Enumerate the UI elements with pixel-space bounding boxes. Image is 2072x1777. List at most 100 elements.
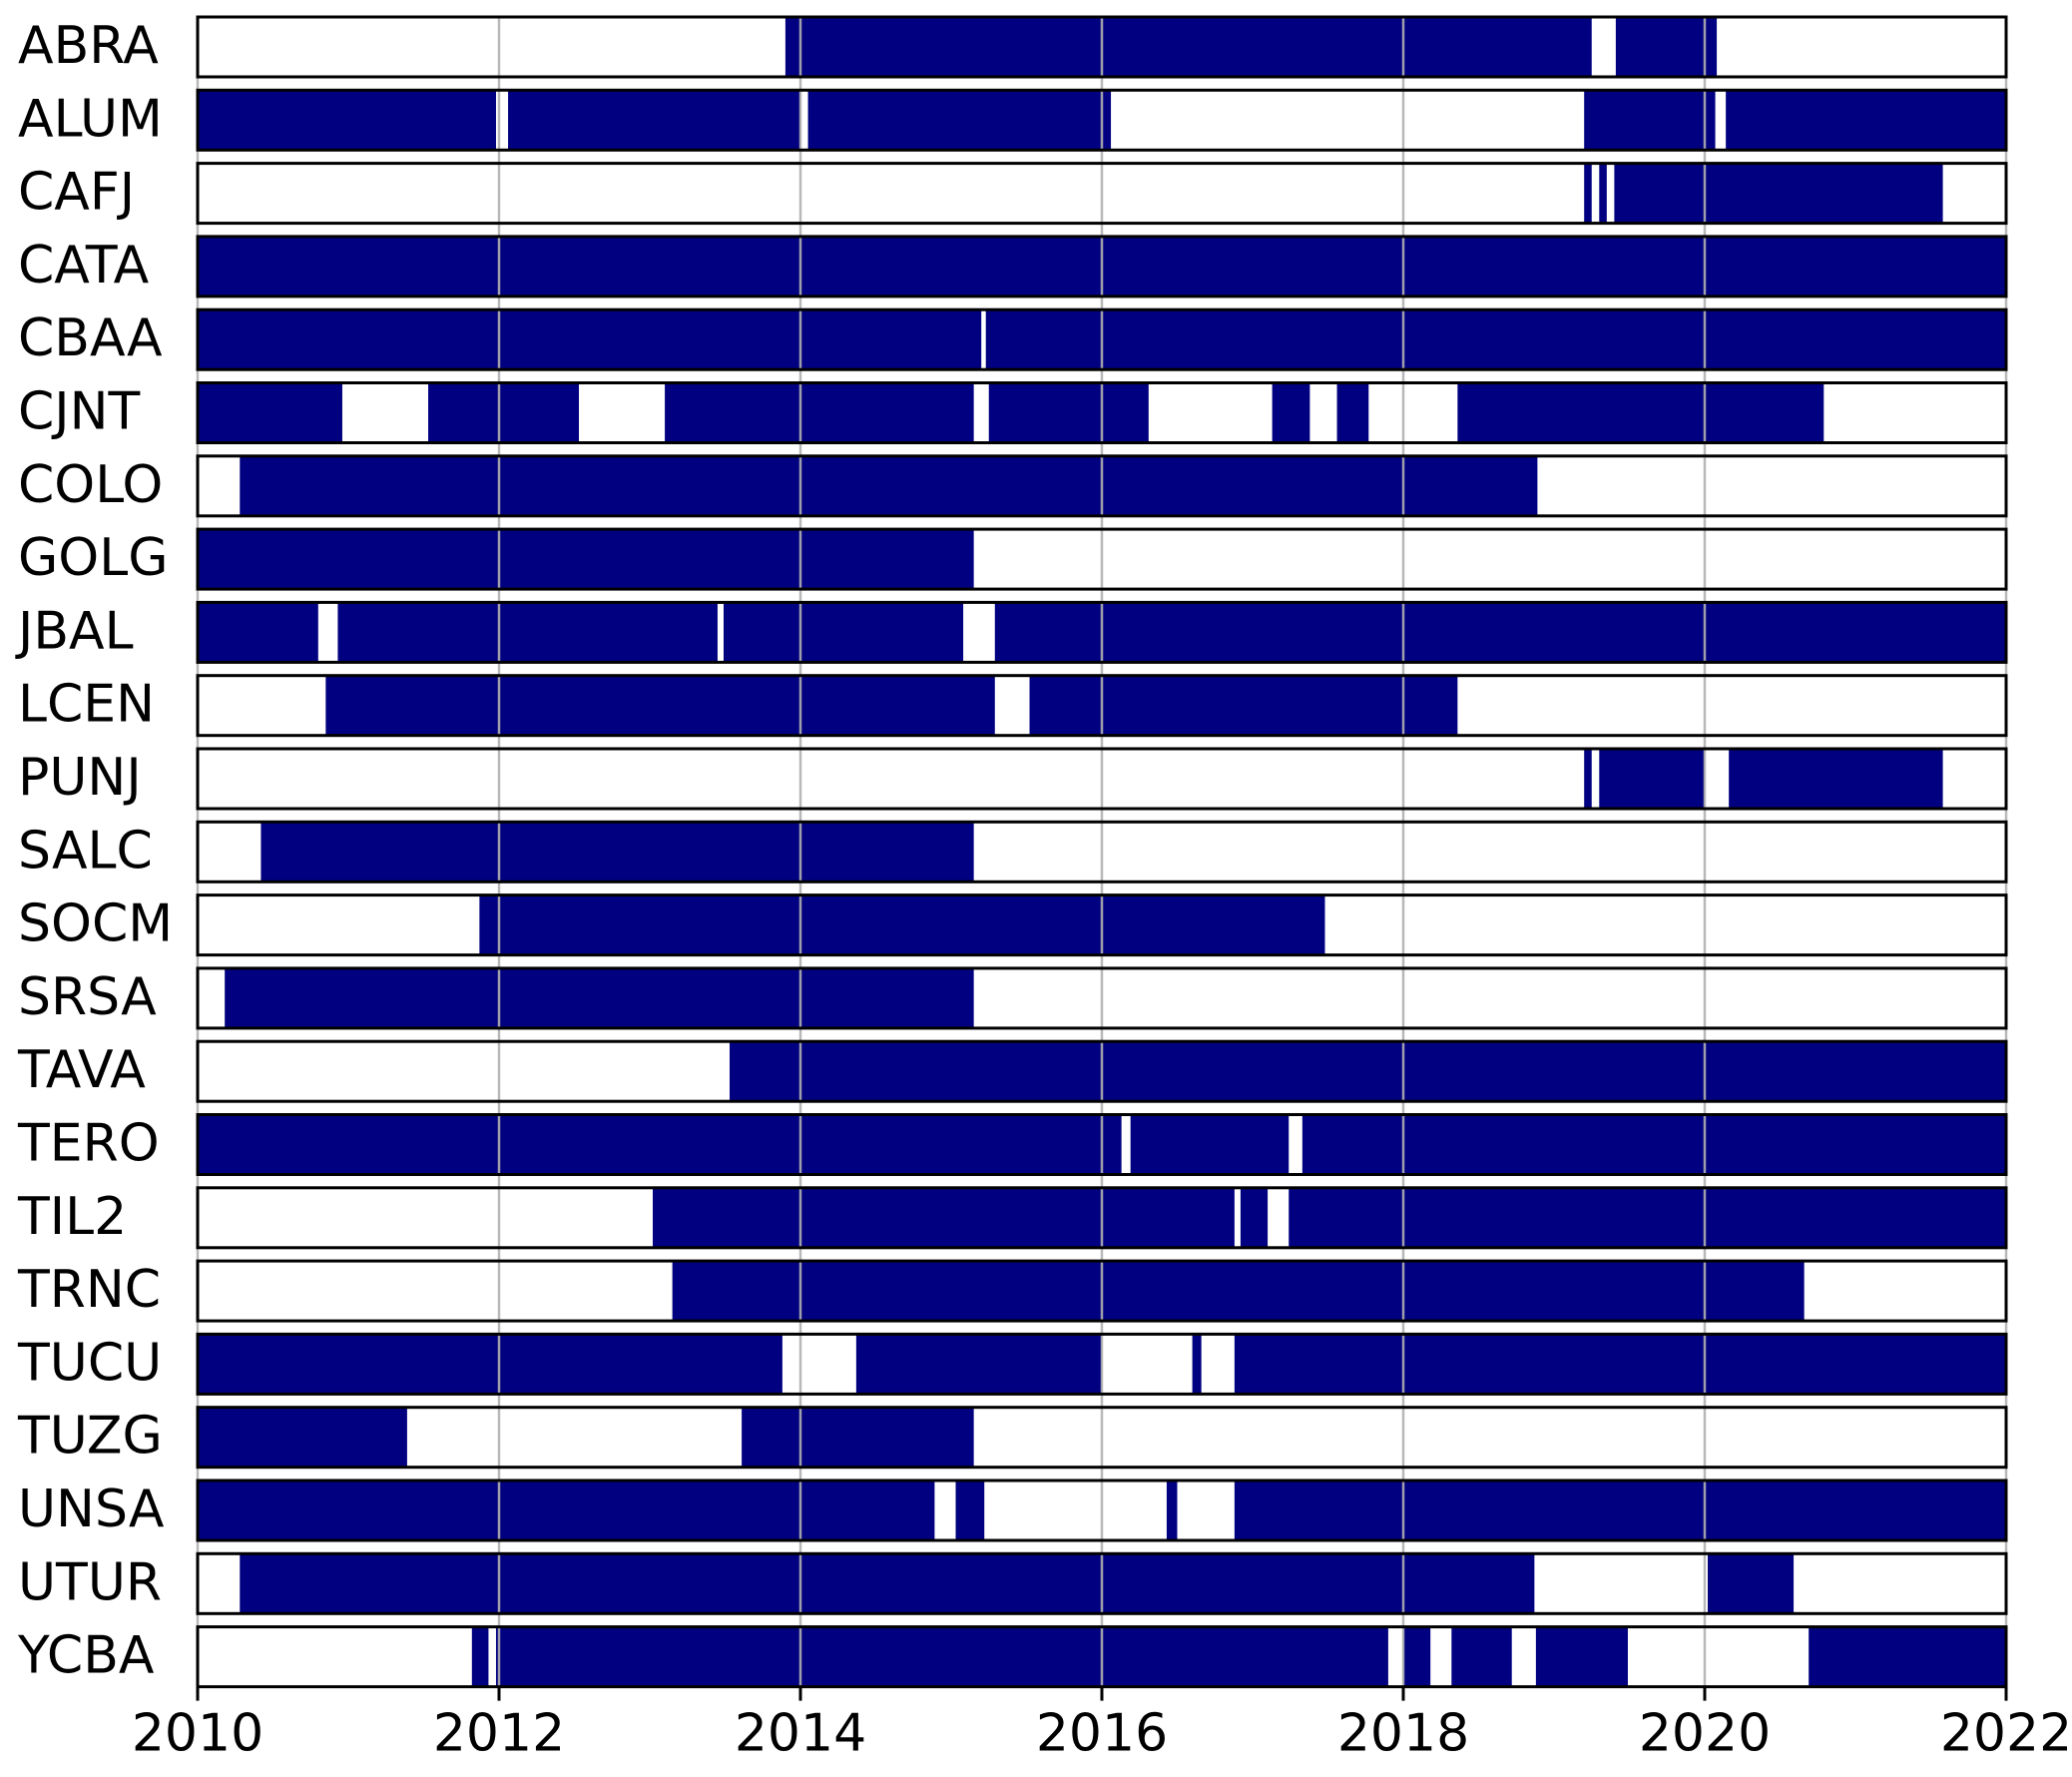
row-label: GOLG <box>18 528 169 588</box>
row-frame <box>196 381 2008 444</box>
row-frame <box>196 820 2008 884</box>
row-frame <box>196 1113 2008 1176</box>
availability-bar <box>1535 1626 1628 1687</box>
availability-bar <box>428 382 580 443</box>
row-label: TERO <box>17 1114 160 1174</box>
row-label: TUZG <box>17 1407 163 1467</box>
availability-bar <box>325 675 995 736</box>
availability-bar <box>730 1041 2006 1102</box>
availability-bar <box>955 1481 985 1540</box>
availability-bar <box>988 382 1149 443</box>
row-label: ABRA <box>18 16 159 76</box>
availability-bar <box>855 1334 1102 1395</box>
row-frame <box>196 1332 2008 1396</box>
availability-bar <box>479 894 1325 955</box>
row-label: TIL2 <box>17 1187 127 1247</box>
row-frame <box>196 1259 2008 1323</box>
availability-bar <box>1301 1114 2006 1175</box>
row-frame <box>196 1039 2008 1103</box>
availability-bar <box>1809 1626 2006 1687</box>
availability-bar <box>653 1187 1235 1248</box>
availability-bar <box>1240 1187 1269 1248</box>
availability-bar <box>1029 675 1458 736</box>
row-frame <box>196 1186 2008 1250</box>
x-tick-label: 2010 <box>132 1704 263 1764</box>
x-tick-label: 2022 <box>1940 1704 2072 1764</box>
row-frame <box>196 235 2008 298</box>
x-tick-label: 2012 <box>433 1704 565 1764</box>
availability-bar <box>198 529 974 590</box>
row-label: COLO <box>18 455 163 515</box>
availability-bar <box>1599 163 1607 224</box>
row-label: JBAL <box>15 601 134 661</box>
row-label: TRNC <box>17 1260 161 1320</box>
row-label: PUNJ <box>18 748 142 808</box>
availability-bar <box>1272 382 1310 443</box>
row-frame <box>196 527 2008 591</box>
availability-bar <box>1584 749 1592 809</box>
availability-bar <box>1234 1334 2006 1395</box>
availability-bar <box>742 1407 974 1468</box>
availability-bar <box>665 382 974 443</box>
availability-bar <box>260 822 974 883</box>
availability-bar <box>1457 382 1824 443</box>
row-label: ALUM <box>18 89 163 149</box>
availability-bar <box>1708 1553 1795 1614</box>
row-label: CAFJ <box>18 163 135 223</box>
row-frame <box>196 454 2008 518</box>
availability-bar <box>508 90 800 151</box>
row-label: TUCU <box>17 1333 162 1393</box>
availability-bar <box>198 1334 782 1395</box>
row-label: SOCM <box>18 894 173 954</box>
availability-bar <box>495 1626 1388 1687</box>
row-label: UTUR <box>18 1552 162 1612</box>
availability-bar <box>784 17 1592 77</box>
availability-bar <box>723 602 964 663</box>
availability-bar <box>1166 1481 1178 1540</box>
availability-bar <box>240 455 1538 516</box>
availability-bar <box>1729 749 1943 809</box>
x-tick-label: 2020 <box>1639 1704 1771 1764</box>
availability-bar <box>198 1481 935 1540</box>
row-label: CBAA <box>18 308 163 368</box>
row-frame <box>196 1551 2008 1615</box>
row-frame <box>196 966 2008 1030</box>
availability-bar <box>994 602 2006 663</box>
availability-bar <box>1130 1114 1290 1175</box>
availability-bar <box>1403 1626 1431 1687</box>
availability-bar <box>198 309 982 370</box>
row-frame <box>196 88 2008 152</box>
row-label: YCBA <box>17 1626 155 1686</box>
row-frame <box>196 893 2008 957</box>
row-frame <box>196 674 2008 738</box>
availability-bar <box>807 90 1112 151</box>
availability-bar <box>1234 1481 2006 1540</box>
row-label: TAVA <box>17 1040 146 1100</box>
availability-bar <box>1726 90 2006 151</box>
availability-bar <box>1584 163 1592 224</box>
x-tick-label: 2016 <box>1036 1704 1168 1764</box>
availability-bar <box>337 602 718 663</box>
row-label: LCEN <box>18 675 155 735</box>
availability-bar <box>471 1626 489 1687</box>
availability-bar <box>240 1553 1535 1614</box>
row-label: SALC <box>18 821 153 881</box>
availability-bar <box>1599 749 1705 809</box>
x-tick-label: 2018 <box>1337 1704 1469 1764</box>
availability-bar <box>198 1114 1122 1175</box>
row-frame <box>196 15 2008 79</box>
availability-bar <box>225 967 974 1028</box>
row-label: UNSA <box>18 1480 165 1539</box>
row-frame <box>196 162 2008 226</box>
availability-bar <box>1289 1187 2006 1248</box>
availability-bar <box>1615 17 1718 77</box>
row-frame <box>196 1406 2008 1470</box>
availability-bar <box>1614 163 1943 224</box>
availability-bar <box>198 382 342 443</box>
availability-bar <box>198 90 496 151</box>
availability-bar <box>1336 382 1369 443</box>
row-frame <box>196 600 2008 664</box>
row-frame <box>196 1479 2008 1542</box>
availability-bar <box>1192 1334 1202 1395</box>
